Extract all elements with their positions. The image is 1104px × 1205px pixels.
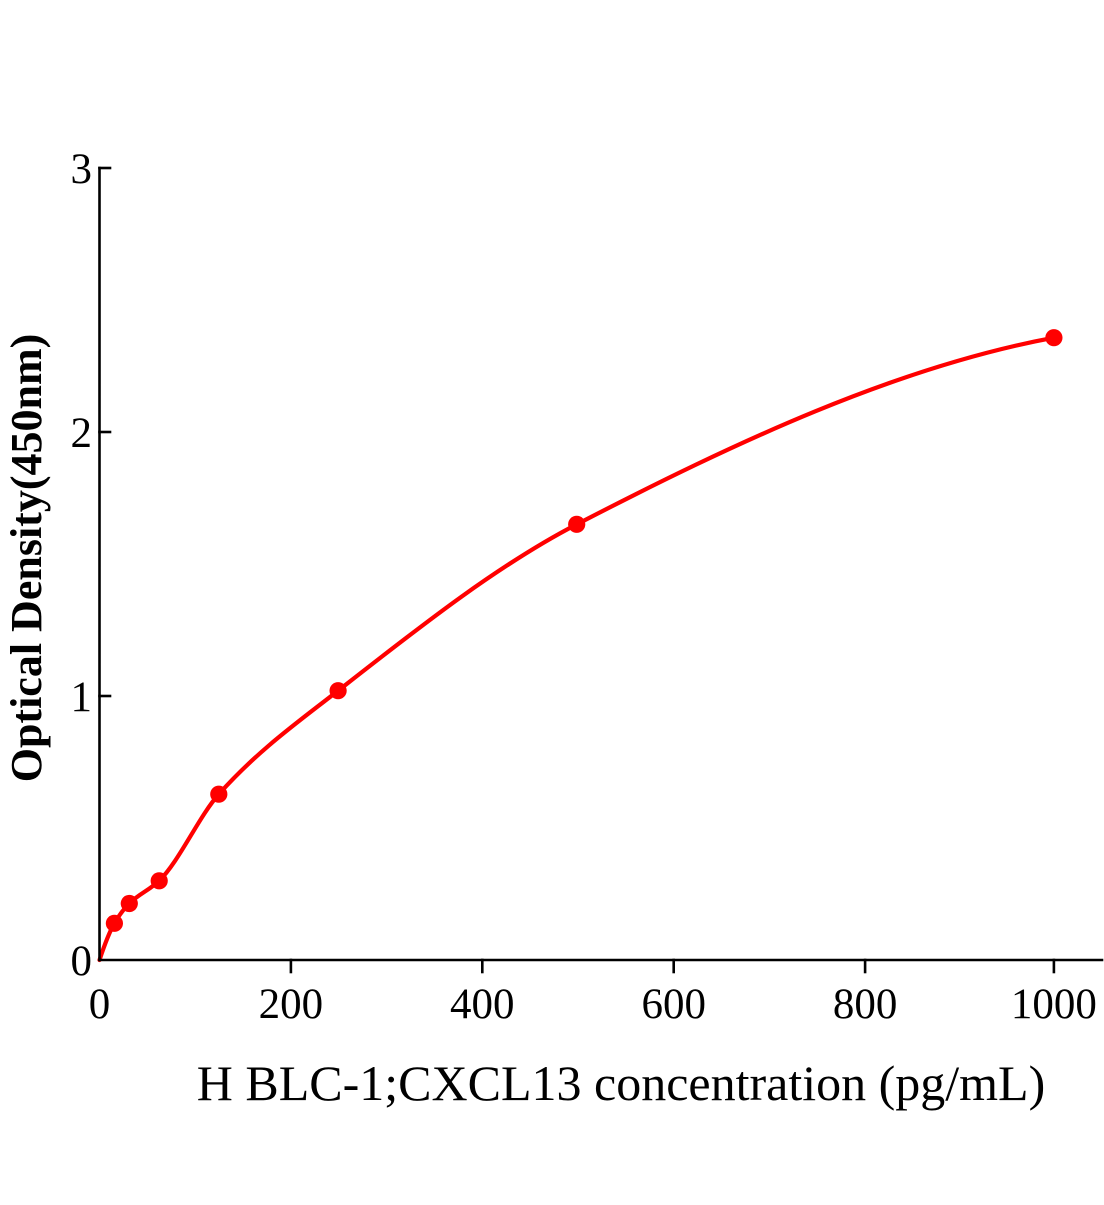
svg-text:400: 400	[450, 981, 515, 1028]
svg-text:1000: 1000	[1011, 981, 1097, 1028]
svg-text:2: 2	[71, 410, 93, 457]
svg-text:3: 3	[71, 146, 93, 193]
svg-text:800: 800	[833, 981, 898, 1028]
svg-text:0: 0	[71, 938, 93, 985]
svg-text:Optical Density(450nm): Optical Density(450nm)	[2, 334, 51, 783]
svg-text:0: 0	[89, 981, 111, 1028]
svg-text:600: 600	[641, 981, 706, 1028]
svg-text:H BLC-1;CXCL13 concentration (: H BLC-1;CXCL13 concentration (pg/mL)	[197, 1055, 1045, 1111]
svg-text:200: 200	[259, 981, 324, 1028]
svg-text:1: 1	[71, 674, 93, 721]
